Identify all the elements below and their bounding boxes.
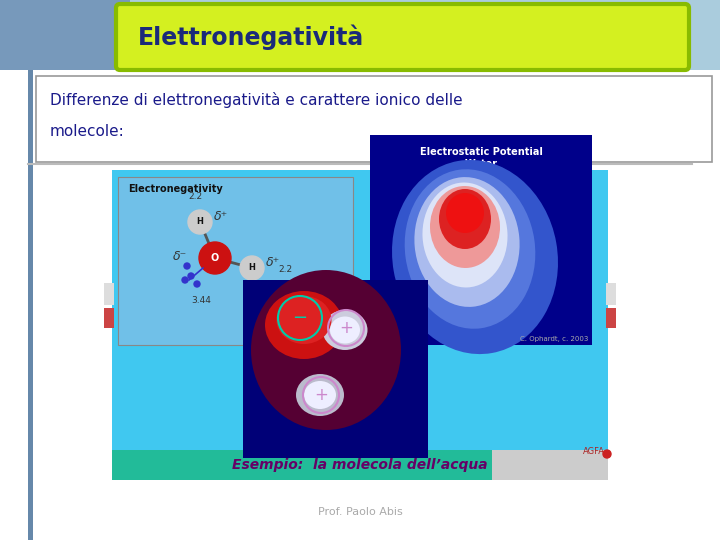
Text: Elettronegatività: Elettronegatività	[138, 24, 364, 50]
FancyBboxPatch shape	[104, 283, 114, 305]
FancyBboxPatch shape	[606, 308, 616, 328]
FancyBboxPatch shape	[112, 450, 492, 480]
FancyBboxPatch shape	[370, 135, 592, 345]
Circle shape	[603, 450, 611, 458]
FancyBboxPatch shape	[118, 177, 353, 345]
Text: molecole:: molecole:	[50, 125, 125, 139]
Ellipse shape	[405, 169, 536, 329]
Circle shape	[188, 273, 194, 279]
Ellipse shape	[446, 193, 484, 233]
Ellipse shape	[323, 310, 367, 350]
Text: 3.44: 3.44	[191, 296, 211, 305]
Ellipse shape	[392, 160, 558, 354]
Ellipse shape	[276, 296, 331, 344]
Ellipse shape	[430, 186, 500, 268]
Text: +: +	[314, 386, 328, 404]
FancyBboxPatch shape	[130, 0, 720, 70]
FancyBboxPatch shape	[36, 76, 712, 162]
Ellipse shape	[296, 374, 344, 416]
Text: δ⁺: δ⁺	[266, 256, 280, 269]
FancyBboxPatch shape	[112, 170, 608, 458]
FancyBboxPatch shape	[104, 308, 114, 328]
Text: AGFA: AGFA	[583, 447, 605, 456]
Text: δ⁻: δ⁻	[173, 249, 187, 262]
Text: Esempio:  la molecola dell’acqua: Esempio: la molecola dell’acqua	[232, 458, 488, 472]
Text: +: +	[339, 319, 353, 337]
Text: H: H	[197, 218, 204, 226]
Circle shape	[188, 210, 212, 234]
FancyBboxPatch shape	[28, 70, 33, 540]
Circle shape	[182, 277, 188, 283]
Ellipse shape	[423, 183, 508, 287]
Ellipse shape	[304, 381, 336, 409]
Text: C. Ophardt, c. 2003: C. Ophardt, c. 2003	[520, 336, 588, 342]
Ellipse shape	[439, 189, 491, 249]
Text: Electrostatic Potential: Electrostatic Potential	[420, 147, 542, 157]
Text: O: O	[211, 253, 219, 263]
Circle shape	[240, 256, 264, 280]
Circle shape	[184, 263, 190, 269]
Text: Differenze di elettronegatività e carattere ionico delle: Differenze di elettronegatività e caratt…	[50, 92, 463, 108]
Circle shape	[194, 281, 200, 287]
Text: Water: Water	[464, 159, 498, 169]
Text: H: H	[248, 264, 256, 273]
Ellipse shape	[415, 177, 520, 307]
Text: δ⁺: δ⁺	[214, 211, 228, 224]
Ellipse shape	[330, 316, 360, 343]
FancyBboxPatch shape	[116, 4, 689, 70]
Text: −: −	[292, 309, 307, 327]
FancyBboxPatch shape	[606, 283, 616, 305]
FancyBboxPatch shape	[0, 0, 130, 70]
Ellipse shape	[265, 291, 343, 359]
FancyBboxPatch shape	[492, 450, 608, 480]
Text: Electronegativity: Electronegativity	[128, 184, 222, 194]
FancyBboxPatch shape	[243, 280, 428, 458]
Text: 2.2: 2.2	[188, 192, 202, 201]
Circle shape	[199, 242, 231, 274]
Text: Prof. Paolo Abis: Prof. Paolo Abis	[318, 507, 402, 517]
Ellipse shape	[251, 270, 401, 430]
Text: 2.2: 2.2	[278, 266, 292, 274]
